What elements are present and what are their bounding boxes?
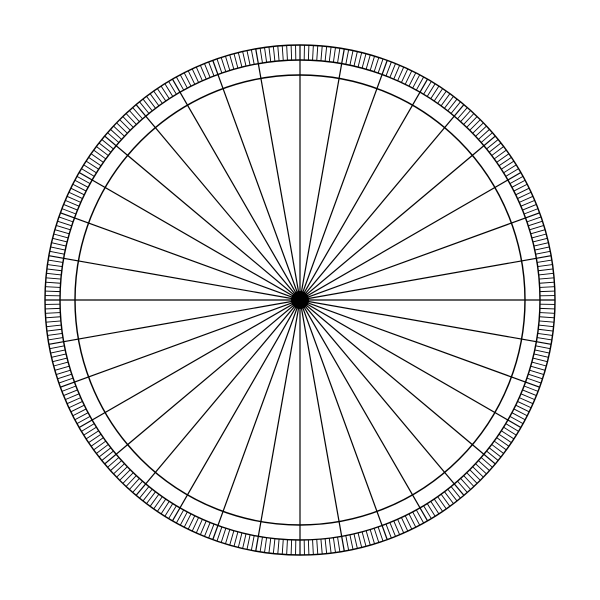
protractor-dial <box>0 0 600 600</box>
center-hub <box>291 291 309 309</box>
